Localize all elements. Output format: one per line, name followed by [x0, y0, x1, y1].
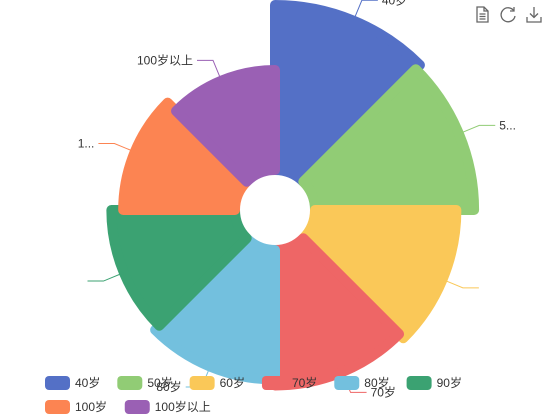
save-image-icon[interactable]: [526, 7, 542, 23]
legend-item-40岁[interactable]: 40岁: [45, 375, 100, 390]
data-view-icon[interactable]: [476, 6, 489, 23]
legend-item-90岁[interactable]: 90岁: [406, 375, 462, 390]
restore-icon[interactable]: [500, 7, 516, 23]
data-label-70岁: 70岁: [371, 384, 396, 399]
data-label-80岁: 80岁: [156, 379, 181, 394]
legend-swatch: [117, 376, 143, 390]
label-line-60岁: [442, 278, 479, 289]
legend-swatch: [189, 376, 215, 390]
legend-label: 60岁: [220, 375, 245, 390]
legend-label: 70岁: [292, 375, 317, 390]
sector-100岁[interactable]: [118, 97, 252, 215]
sector-50岁[interactable]: [298, 64, 480, 215]
legend-label: 40岁: [75, 375, 100, 390]
legend-label: 100岁以上: [155, 399, 211, 414]
legend-label: 90岁: [437, 375, 462, 390]
sector-90岁[interactable]: [106, 205, 252, 331]
data-label-50岁: 5...: [499, 118, 516, 132]
sectors-group: [106, 0, 480, 391]
legend-item-100岁[interactable]: 100岁: [45, 399, 107, 414]
legend-label: 50岁: [147, 375, 172, 390]
sector-40岁[interactable]: [270, 0, 425, 187]
legend-item-60岁[interactable]: 60岁: [189, 375, 245, 390]
legend-item-100岁以上[interactable]: 100岁以上: [124, 399, 211, 414]
label-line-50岁: [458, 124, 496, 135]
sector-80岁[interactable]: [150, 233, 280, 385]
legend-swatch: [406, 376, 432, 390]
legend-swatch: [45, 400, 70, 414]
legend-item-80岁[interactable]: 80岁: [334, 375, 390, 390]
legend-label: 80岁: [364, 375, 389, 390]
label-line-90岁: [87, 272, 125, 282]
sector-70岁[interactable]: [270, 233, 405, 391]
legend-swatch: [261, 376, 287, 390]
sector-60岁[interactable]: [298, 205, 462, 344]
sector-100岁以上[interactable]: [171, 65, 280, 187]
label-line-40岁: [352, 0, 378, 21]
legend-label: 100岁: [75, 399, 107, 414]
legend-item-70岁[interactable]: 70岁: [261, 375, 317, 390]
label-line-100岁以上: [197, 59, 222, 81]
data-label-40岁: 40岁: [382, 0, 407, 7]
data-label-100岁: 1...: [78, 136, 95, 150]
legend-swatch: [45, 376, 70, 390]
legend-item-50岁[interactable]: 50岁: [117, 375, 173, 390]
label-line-100岁: [98, 142, 135, 153]
legend-swatch: [334, 376, 360, 390]
data-label-100岁以上: 100岁以上: [137, 52, 193, 67]
legend-swatch: [124, 400, 150, 414]
